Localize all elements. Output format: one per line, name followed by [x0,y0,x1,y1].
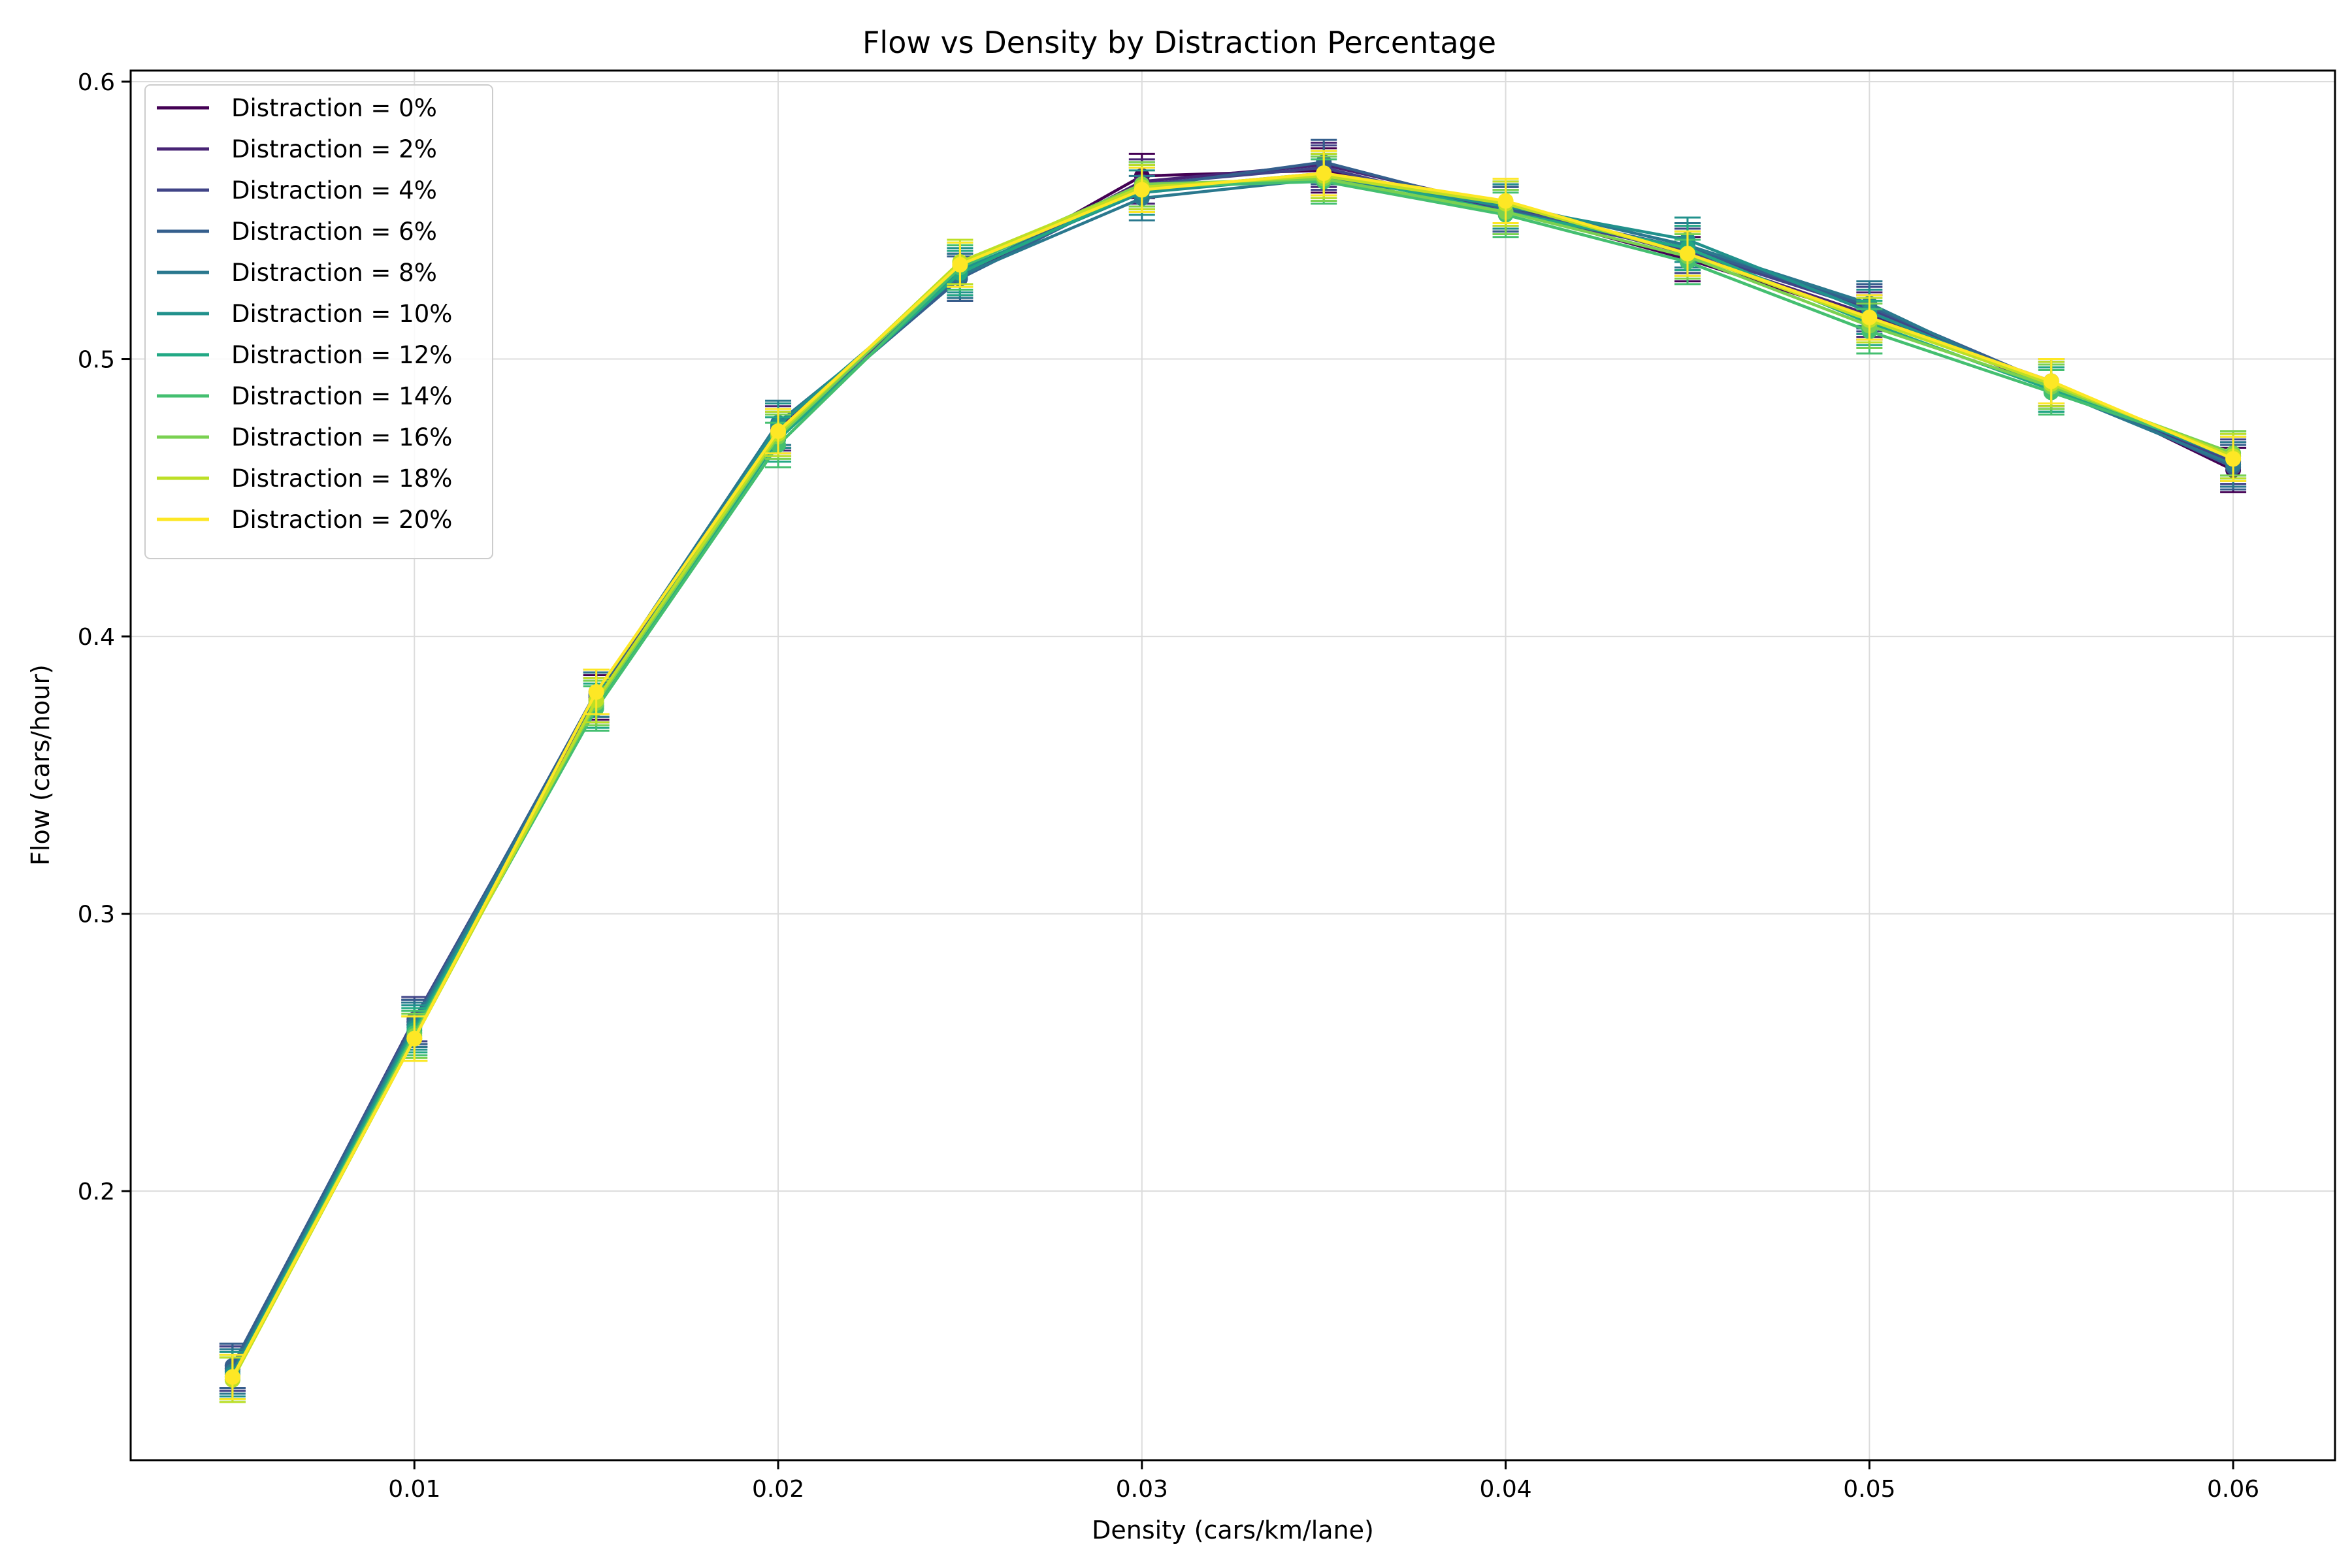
y-tick-label: 0.2 [78,1179,115,1205]
x-tick-label: 0.02 [752,1476,804,1503]
legend-label: Distraction = 18% [231,465,452,493]
legend-entry: Distraction = 14% [157,382,452,410]
data-point [952,257,968,273]
data-point [1316,165,1332,182]
series-10 [219,150,2247,1401]
legend-label: Distraction = 14% [231,382,452,410]
data-point [224,1369,240,1385]
legend-label: Distraction = 16% [231,423,452,451]
x-tick-label: 0.05 [1843,1476,1895,1503]
legend-frame [144,84,493,559]
legend-label: Distraction = 2% [231,135,437,163]
y-tick-label: 0.6 [78,69,115,96]
series-group [219,139,2247,1403]
legend-entry: Distraction = 6% [157,218,437,246]
legend-label: Distraction = 8% [231,259,437,287]
axis-ticks: 0.01 0.02 0.03 0.04 0.05 0.06 0.2 0.3 0.4 0.5 0.6 [78,69,2259,1503]
legend-entry: Distraction = 8% [157,259,437,287]
x-tick-label: 0.04 [1479,1476,1531,1503]
data-point [406,1030,423,1047]
legend-entry: Distraction = 10% [157,300,452,328]
y-tick-label: 0.5 [78,347,115,374]
data-point [1861,309,1878,325]
legend-label: Distraction = 12% [231,341,452,369]
y-tick-label: 0.4 [78,624,115,651]
y-tick-label: 0.3 [78,902,115,928]
legend-label: Distraction = 4% [231,176,437,204]
data-point [770,423,787,439]
legend-entry: Distraction = 2% [157,135,437,163]
x-tick-label: 0.03 [1116,1476,1168,1503]
x-tick-label: 0.06 [2207,1476,2259,1503]
legend-entry: Distraction = 12% [157,341,452,369]
data-point [2225,451,2242,467]
data-point [1679,246,1695,262]
data-point [1497,193,1514,209]
data-point [1134,182,1150,198]
series-line [231,171,2234,1378]
plot-area-frame [129,69,2336,1462]
legend-entry: Distraction = 16% [157,423,452,451]
legend-label: Distraction = 10% [231,300,452,328]
legend-label: Distraction = 20% [231,506,452,534]
x-axis-label: Density (cars/km/lane) [1092,1516,1374,1544]
legend-label: Distraction = 0% [231,94,437,122]
legend-entry: Distraction = 20% [157,506,452,534]
legend-entry: Distraction = 0% [157,94,437,122]
legend-entry: Distraction = 18% [157,465,452,493]
series-line [231,180,2234,1380]
data-point [588,683,604,700]
chart-title: Flow vs Density by Distraction Percentag… [862,25,1496,60]
x-tick-label: 0.01 [388,1476,440,1503]
y-axis-label: Flow (cars/hour) [26,664,55,866]
data-point [2043,373,2059,389]
legend-entry: Distraction = 4% [157,176,437,204]
legend: Distraction = 0% Distraction = 2% Distract… [144,84,493,559]
legend-label: Distraction = 6% [231,218,437,246]
